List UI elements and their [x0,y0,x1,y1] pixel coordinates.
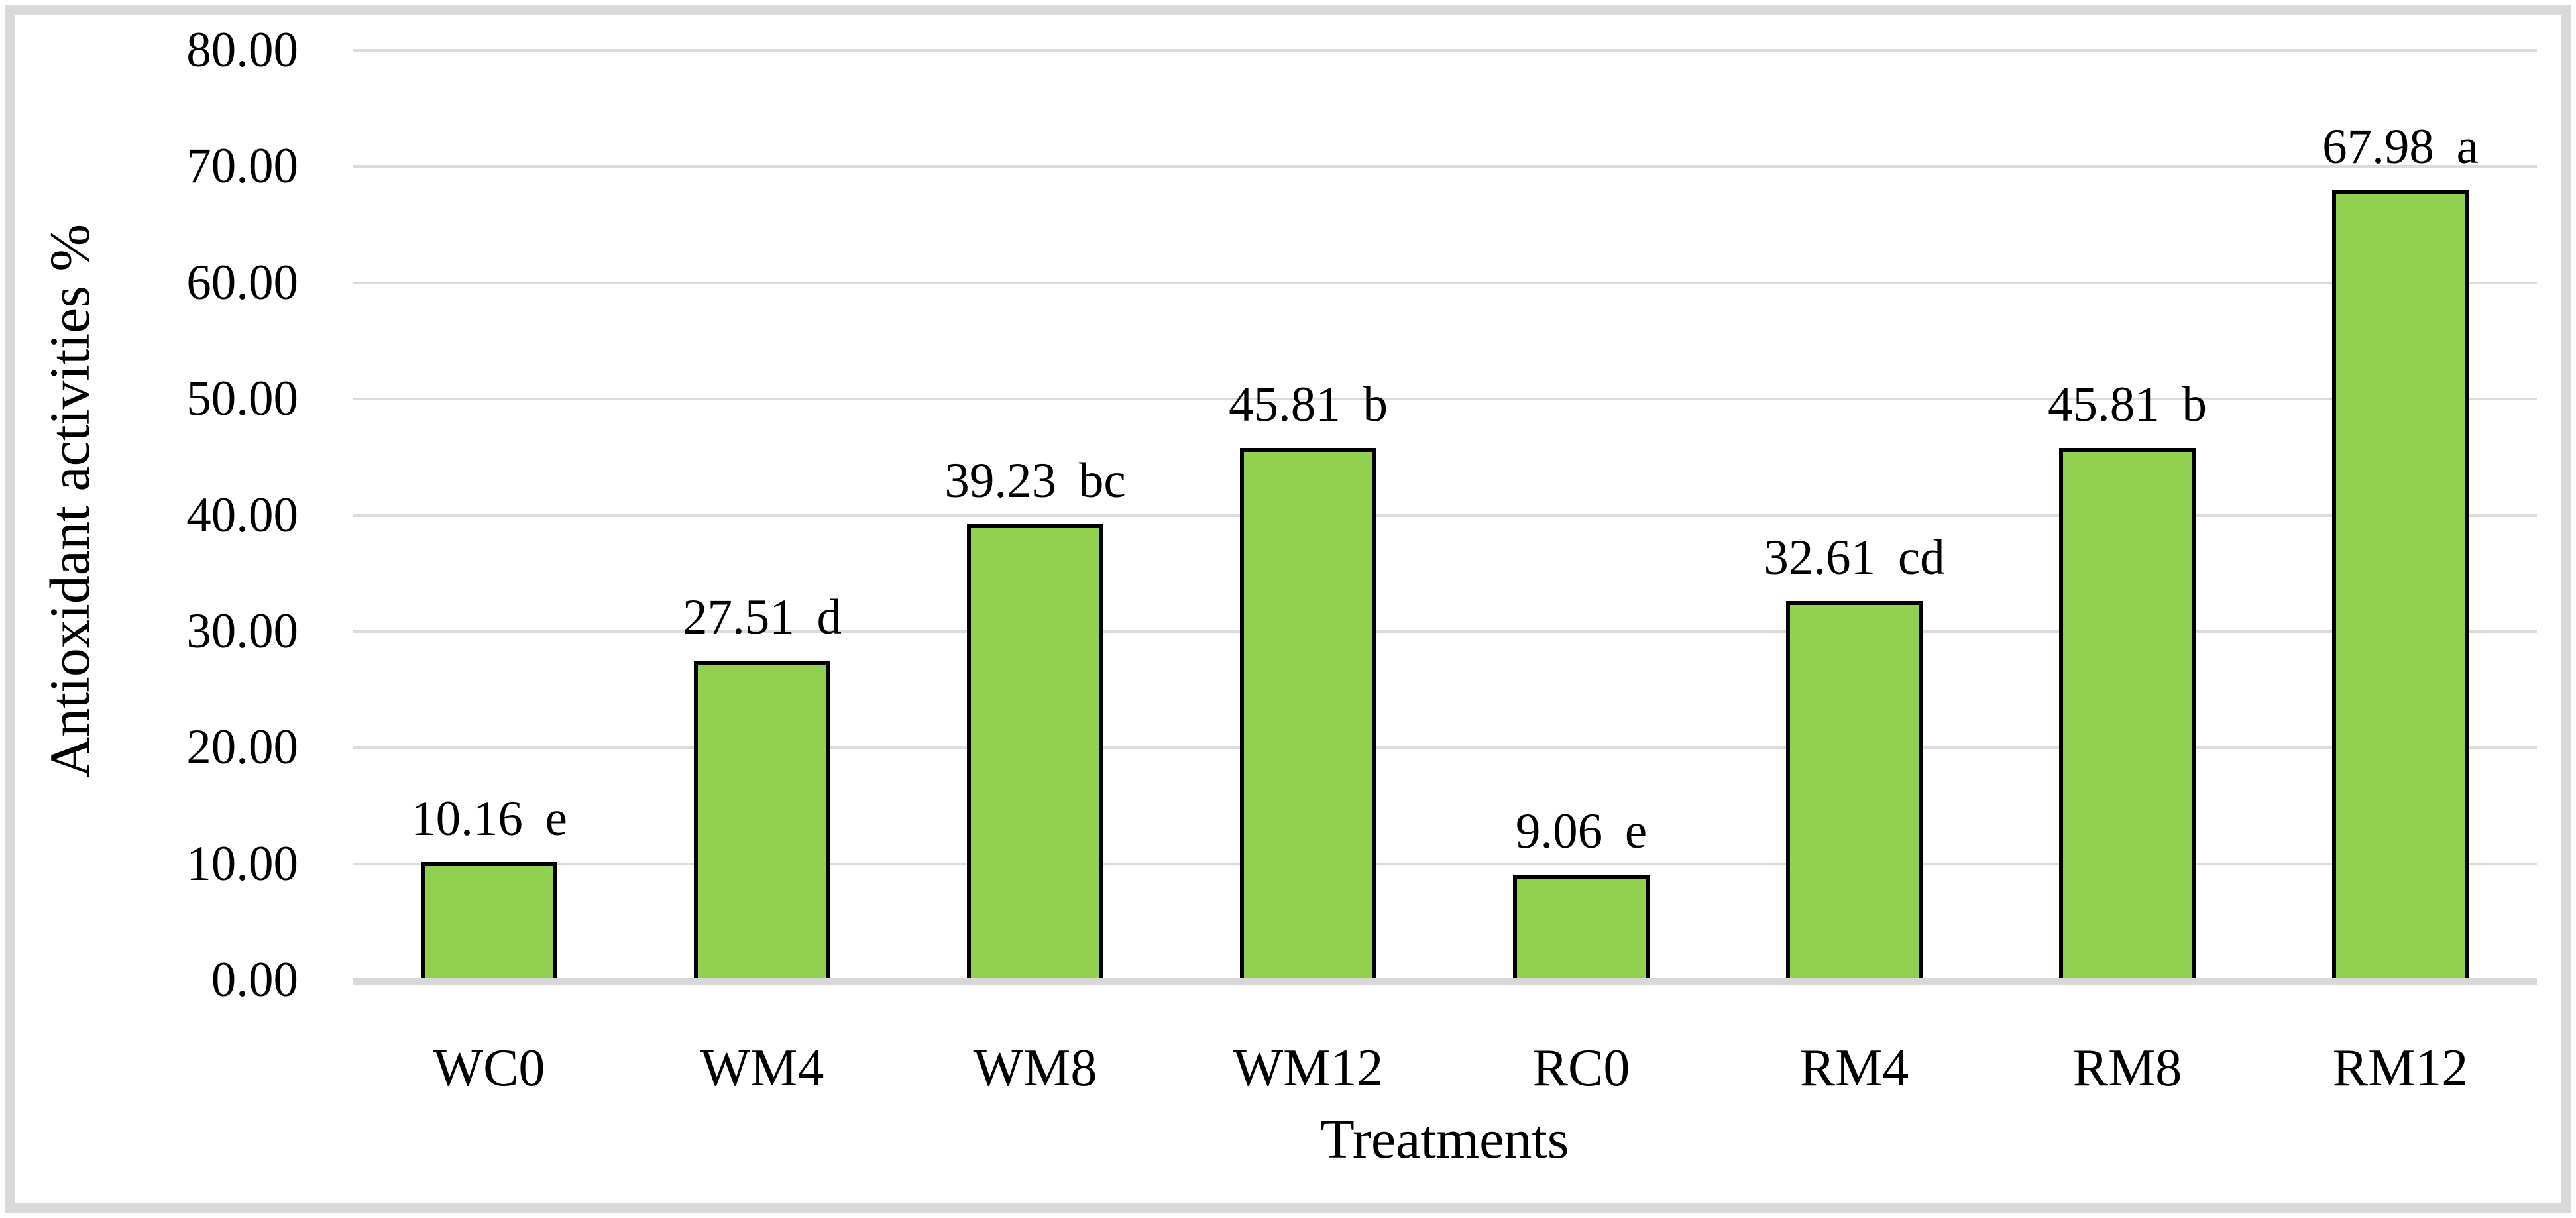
bar-value-text: 10.16 [411,791,523,846]
y-tick-label-40: 40.00 [186,487,298,543]
bar-value-label-rc0: 9.06 e [1409,799,1754,865]
significance-letter: e [1624,804,1648,859]
x-tick-label-wc0: WC0 [433,1039,545,1097]
bar-value-text: 27.51 [683,590,795,645]
bar-rc0 [1513,875,1650,978]
bar-value-label-rm4: 32.61 cd [1682,525,2027,591]
x-tick-label-rc0: RC0 [1532,1039,1630,1097]
bar-value-label-wm8: 39.23 bc [863,448,1207,514]
bar-value-label-wm4: 27.51 d [590,584,934,651]
x-tick-label-rm4: RM4 [1799,1039,1909,1097]
y-tick-label-10: 10.00 [186,836,298,891]
bar-wm4 [694,661,830,978]
bar-wm12 [1240,448,1376,978]
y-tick-label-70: 70.00 [186,138,298,194]
bar-value-text: 9.06 [1515,804,1603,859]
bar-rm12 [2332,190,2469,978]
gridline-70 [353,165,2537,168]
bar-value-label-wm12: 45.81 b [1136,372,1481,438]
bar-rm8 [2059,448,2196,978]
bar-value-label-rm12: 67.98 a [2228,114,2573,180]
y-tick-label-80: 80.00 [186,23,298,78]
y-tick-label-50: 50.00 [186,371,298,427]
gridline-60 [353,281,2537,284]
significance-letter: e [545,791,567,846]
gridline-50 [353,398,2537,401]
x-tick-label-rm8: RM8 [2072,1039,2182,1097]
y-axis-title: Antioxidant activities % [38,224,101,778]
significance-letter: b [2182,377,2208,432]
y-tick-label-60: 60.00 [186,254,298,310]
bar-value-text: 32.61 [1764,530,1876,585]
x-tick-label-wm8: WM8 [973,1039,1097,1097]
significance-letter: a [2456,119,2479,174]
x-tick-label-rm12: RM12 [2332,1039,2469,1097]
bar-value-label-rm8: 45.81 b [1955,372,2300,438]
gridline-10 [353,862,2537,865]
gridline-20 [353,746,2537,749]
x-tick-label-wm12: WM12 [1233,1039,1384,1097]
gridline-30 [353,630,2537,633]
significance-letter: d [816,590,842,645]
x-tick-label-wm4: WM4 [700,1039,824,1097]
bar-value-text: 45.81 [1229,377,1341,432]
y-tick-label-0: 0.00 [211,952,298,1007]
bar-rm4 [1786,601,1923,978]
y-tick-label-20: 20.00 [186,720,298,775]
significance-letter: bc [1078,453,1126,508]
gridline-80 [353,49,2537,52]
significance-letter: b [1363,377,1388,432]
x-axis-title: Treatments [1320,1109,1569,1170]
y-tick-label-30: 30.00 [186,603,298,659]
bar-value-text: 45.81 [2048,377,2160,432]
significance-letter: cd [1897,530,1945,585]
bar-wc0 [421,862,557,978]
bar-value-text: 39.23 [944,453,1057,508]
x-axis-baseline [353,978,2537,985]
bar-value-label-wc0: 10.16 e [317,786,661,852]
gridline-40 [353,514,2537,517]
bar-wm8 [967,524,1103,978]
bar-value-text: 67.98 [2322,119,2434,174]
